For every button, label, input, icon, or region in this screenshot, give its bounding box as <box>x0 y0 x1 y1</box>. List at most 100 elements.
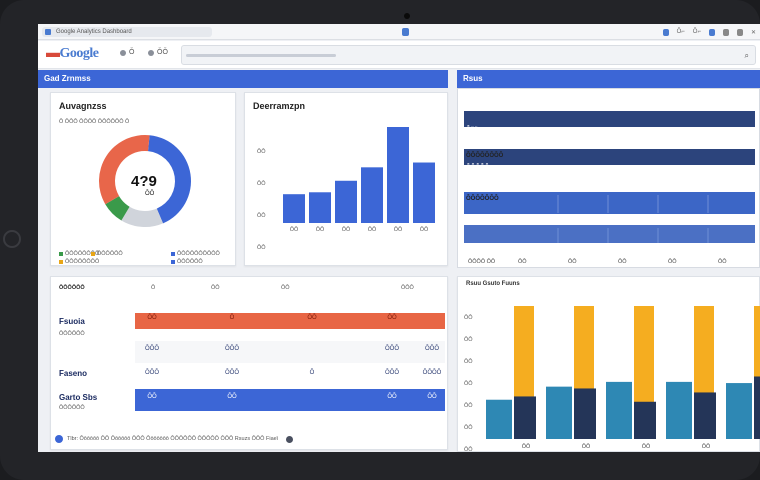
donut-center-sub: ǑǑ <box>145 191 155 197</box>
table-cell: ǑǑ <box>427 394 437 400</box>
legend-swatch <box>59 260 63 264</box>
toolbar-item[interactable]: ǑǑ <box>281 285 290 291</box>
table-cell: ǑǑ <box>387 394 397 400</box>
data-table: Fsuoia ǑǑǑǑǑǑ ǑǑ Ǒ ǑǑ ǑǑ ǑǑǑ ǑǑǑ ǑǑǑ ǑǑǑ Faseno ǑǑǑ… <box>51 313 449 433</box>
row-label: Garto Sbs <box>59 393 98 402</box>
donut-card: Auvagnzss Ǒ ǑǑǑ ǑǑǑǑ ǑǑǑǑǑǑ Ǒ 4?9 ǑǑ ǑǑǑ… <box>50 92 236 266</box>
x-tick-label: ǑǑ <box>316 226 325 233</box>
nav-link-1[interactable]: Ǒ <box>120 49 134 56</box>
info-icon <box>55 435 63 443</box>
row-background <box>135 365 445 387</box>
search-placeholder <box>186 54 336 57</box>
bar <box>283 194 305 223</box>
profile-icon[interactable] <box>708 28 715 36</box>
table-card: ǑǑǑǑǑǑ Ǒ ǑǑ ǑǑ ǑǑǑ Fsuoia ǑǑǑǑǑǑ ǑǑ Ǒ ǑǑ ǑǑ ǑǑǑ ǑǑǑ… <box>50 276 448 450</box>
donut-slice <box>105 196 130 221</box>
donut-chart <box>99 135 191 227</box>
x-tick-label: ǑǑ <box>582 443 591 450</box>
y-tick-label: ǑǑ <box>464 358 473 365</box>
row-label: ǑǑǑǑǑǑǑǑ <box>466 152 504 159</box>
y-tick-label: ǑǑ <box>464 336 473 343</box>
y-tick-label: ǑǑ <box>257 180 266 187</box>
row-background <box>135 313 445 329</box>
bar-chart: ǑǑ ǑǑ ǑǑ ǑǑ ǑǑ ǑǑ ǑǑ ǑǑ ǑǑ ǑǑ <box>257 127 435 251</box>
table-cell: ǑǑǑ <box>384 346 399 352</box>
y-tick-label: ǑǑ <box>257 212 266 219</box>
next-icon[interactable] <box>285 435 293 443</box>
nav-link-2-label: ǑǑ <box>157 49 168 56</box>
result-bar <box>464 192 755 214</box>
nav-dot-icon <box>148 49 154 56</box>
y-tick-label: ǑǑ <box>464 380 473 387</box>
x-axis-label: ǑǑ <box>518 258 527 265</box>
x-tick-label: ǑǑ <box>522 443 531 450</box>
x-tick-label: ǑǑ <box>342 226 351 233</box>
x-tick-label: ǑǑ <box>368 226 377 233</box>
overview-title: Gad Zrnmss <box>44 74 91 83</box>
table-cell: ǑǑǑǑ <box>422 370 442 376</box>
extension-icon[interactable] <box>662 28 669 36</box>
table-row[interactable]: Fsuoia ǑǑǑǑǑǑ ǑǑ Ǒ ǑǑ ǑǑ <box>51 313 449 337</box>
bar-series-3 <box>574 388 596 439</box>
menu-icon[interactable] <box>736 28 743 36</box>
row-label: Faseno <box>59 369 88 378</box>
row-label: Ǒǒǒ <box>466 126 478 133</box>
overview-header: Gad Zrnmss <box>38 70 448 88</box>
grouped-bar-card: Rsuu Gsuto Fuuns ǑǑǑǑǑǑǑǑǑǑǑǑǑǑǑǑǑǑǑǑǑǑǑ… <box>457 276 760 452</box>
legend-swatch <box>59 252 63 256</box>
settings-icon[interactable] <box>722 28 729 36</box>
row-label: Fsuoia <box>59 317 85 326</box>
table-cell: ǑǑǑ <box>384 370 399 376</box>
home-button[interactable] <box>3 230 21 248</box>
legend-label: ǑǑǑǑǑǑ <box>97 251 123 257</box>
x-tick-label: ǑǑ <box>290 226 299 233</box>
result-bar <box>464 149 755 165</box>
legend-label: ǑǑǑǑǑǑǑǑǑǑ <box>177 251 220 257</box>
bar-series-3 <box>754 376 760 439</box>
browser-tab[interactable]: Google Analytics Dashboard <box>42 27 212 37</box>
donut-center-value: 4?9 <box>131 173 157 190</box>
legend-item: ǑǑǑǑǑǑǑǑ <box>59 259 99 265</box>
close-icon[interactable]: ✕ <box>750 29 756 36</box>
bar-series-1 <box>546 386 572 439</box>
row-label: ǑǑǑǑǑǑǑ <box>466 195 499 202</box>
browser-bar: Google Analytics Dashboard Ǒ⌐ Ǒ⌐ ✕ <box>38 24 760 40</box>
donut-card-title: Auvagnzss <box>59 101 107 111</box>
toolbar-item[interactable]: ǑǑǑǑǑǑ <box>59 285 85 291</box>
legend-item: ǑǑǑǑǑǑ <box>171 259 203 265</box>
table-cell: ǑǑǑ <box>224 370 239 376</box>
result-bar <box>464 225 755 243</box>
table-row[interactable]: ǑǑǑ ǑǑǑ ǑǑǑ ǑǑǑ <box>51 341 449 363</box>
legend-item: ǑǑǑǑǑǑ <box>91 251 123 257</box>
bar-series-3 <box>514 396 536 439</box>
table-cell: ǑǑǑ <box>144 346 159 352</box>
table-cell: ǑǑ <box>387 315 397 321</box>
legend-label: ǑǑǑǑǑǑǑǑ <box>65 251 100 257</box>
donut-slice <box>99 135 150 205</box>
browser-controls: Ǒ⌐ Ǒ⌐ ✕ <box>662 26 756 38</box>
table-toolbar: ǑǑǑǑǑǑ Ǒ ǑǑ ǑǑ ǑǑǑ <box>51 281 449 301</box>
bar <box>335 180 357 223</box>
google-logo[interactable]: ▬Google <box>46 46 99 61</box>
toolbar-item[interactable]: Ǒ <box>151 285 156 291</box>
table-row[interactable]: Garto Sbs ǑǑǑǑǑǑ ǑǑ ǑǑ ǑǑ ǑǑ <box>51 389 449 411</box>
toolbar-item[interactable]: ǑǑ <box>211 285 220 291</box>
row-background <box>135 389 445 411</box>
legend-item: ǑǑǑǑǑǑǑǑ <box>59 251 99 257</box>
table-row[interactable]: Faseno ǑǑǑ ǑǑǑ Ǒ ǑǑǑ ǑǑǑǑ <box>51 365 449 387</box>
y-tick-label: ǑǑ <box>464 446 473 452</box>
row-sublabel: ǑǑǑǑǑǑ <box>59 331 85 337</box>
shield-icon[interactable] <box>402 28 409 36</box>
search-input[interactable]: ⌕ <box>181 45 756 65</box>
nav-link-2[interactable]: ǑǑ <box>148 49 168 56</box>
y-tick-label: ǑǑ <box>464 424 473 431</box>
donut-slice <box>121 206 164 227</box>
bar <box>361 167 383 223</box>
toolbar-item[interactable]: ǑǑǑ <box>401 285 414 291</box>
results-panel: Ǒǒǒ ǑǑǑǑǑǑǑǑ ǑǑǑǑǑ ǑǑǑǑǑǑǑ ǑǑǑǑ ǑǑ ǑǑ ǑǑ ǑǑ ǑǑ ǑǑ <box>457 88 760 268</box>
browser-label-2: Ǒ⌐ <box>692 29 701 35</box>
nav-link-1-label: Ǒ <box>129 49 135 56</box>
table-cell: ǑǑǑ <box>224 346 239 352</box>
